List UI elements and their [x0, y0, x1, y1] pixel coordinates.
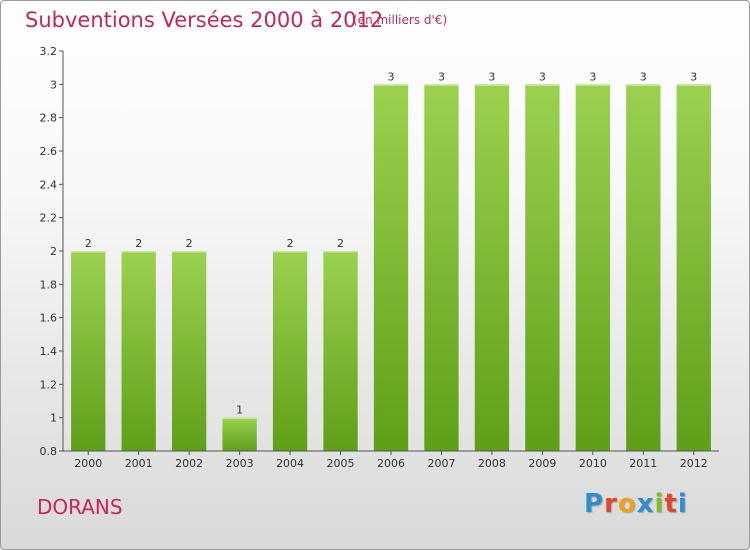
- data-label: 1: [236, 404, 243, 417]
- bar-highlight: [171, 251, 207, 253]
- logo-letter: x: [636, 489, 655, 519]
- commune-name: DORANS: [37, 495, 123, 519]
- bar-highlight: [525, 84, 560, 86]
- x-tick-label: 2007: [427, 457, 455, 470]
- logo-letter: i: [677, 489, 688, 519]
- proxiti-logo[interactable]: Proxiti: [584, 489, 688, 519]
- bar-highlight: [575, 84, 611, 86]
- bar-2001: [121, 251, 156, 451]
- x-tick-label: 2004: [276, 457, 304, 470]
- data-label: 2: [287, 237, 294, 250]
- y-tick-label: 1.6: [40, 312, 58, 325]
- y-tick-label: 2.4: [40, 178, 58, 191]
- data-label: 3: [640, 70, 647, 83]
- y-axis: 0.8 1 1.2 1.4 1.6 1.8 2 2.2 2.4 2.6 2.8 3 3.2: [40, 45, 64, 458]
- x-tick-label: 2003: [226, 457, 254, 470]
- bar-highlight: [676, 84, 711, 86]
- x-tick-label: 2012: [680, 457, 708, 470]
- x-axis: 2000 2001 2002 2003 2004 2005 2006 2007 2008 2009…: [63, 450, 719, 470]
- y-tick-label: 2.2: [40, 212, 58, 225]
- y-tick-label: 1: [50, 412, 57, 425]
- bar-2005: [323, 251, 358, 451]
- y-tick-label: 0.8: [40, 445, 58, 458]
- x-tick-label: 2010: [579, 457, 607, 470]
- data-label: 2: [186, 237, 193, 250]
- data-label: 3: [589, 70, 596, 83]
- bar-highlight: [272, 251, 308, 253]
- bar-highlight: [323, 251, 358, 253]
- data-label: 3: [539, 70, 546, 83]
- data-label: 2: [135, 237, 142, 250]
- x-tick-label: 2001: [125, 457, 153, 470]
- chart-unit: (en milliers d'€): [353, 13, 448, 27]
- bar-2002: [171, 251, 207, 451]
- data-label: 3: [690, 70, 697, 83]
- bar-highlight: [626, 84, 661, 86]
- logo-letter: P: [584, 489, 605, 519]
- bars: 2 2 2 1 2 2 3 3 3 3 3 3 3: [71, 70, 711, 451]
- y-tick-label: 3: [50, 78, 57, 91]
- x-tick-label: 2002: [175, 457, 203, 470]
- x-tick-label: 2005: [327, 457, 355, 470]
- y-tick-label: 1.8: [40, 278, 58, 291]
- bar-2009: [525, 84, 560, 451]
- bar-2006: [373, 84, 409, 451]
- data-label: 3: [488, 70, 495, 83]
- logo-letter: r: [604, 489, 618, 519]
- logo-letter: o: [617, 489, 637, 519]
- bar-2011: [626, 84, 661, 451]
- y-tick-label: 2.6: [40, 145, 58, 158]
- x-tick-label: 2006: [377, 457, 405, 470]
- y-tick-label: 1.4: [40, 345, 58, 358]
- y-tick-label: 1.2: [40, 378, 58, 391]
- bar-2004: [272, 251, 308, 451]
- x-tick-label: 2011: [629, 457, 657, 470]
- bar-2007: [424, 84, 459, 451]
- bar-2008: [474, 84, 510, 451]
- y-tick-label: 2.8: [40, 112, 58, 125]
- logo-letter: t: [664, 489, 678, 519]
- data-label: 2: [337, 237, 344, 250]
- bar-2012: [676, 84, 711, 451]
- bar-2000: [71, 251, 106, 451]
- x-tick-label: 2009: [528, 457, 556, 470]
- bar-highlight: [71, 251, 106, 253]
- data-label: 3: [388, 70, 395, 83]
- data-label: 3: [438, 70, 445, 83]
- y-tick-label: 3.2: [40, 45, 58, 58]
- bar-highlight: [474, 84, 510, 86]
- logo-letter: i: [654, 489, 665, 519]
- x-tick-label: 2000: [74, 457, 102, 470]
- chart-title: Subventions Versées 2000 à 2012: [25, 8, 384, 32]
- bar-highlight: [222, 417, 257, 420]
- bar-highlight: [424, 84, 459, 86]
- y-tick-label: 2: [50, 245, 57, 258]
- data-label: 2: [85, 237, 92, 250]
- bar-highlight: [373, 84, 409, 86]
- bar-highlight: [121, 251, 156, 253]
- bar-2010: [575, 84, 611, 451]
- bar-2003: [222, 417, 257, 451]
- x-tick-label: 2008: [478, 457, 506, 470]
